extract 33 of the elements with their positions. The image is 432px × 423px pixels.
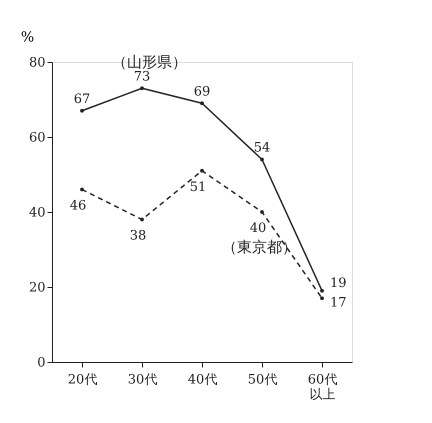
point [320,288,324,293]
data-label: 17 [330,295,347,310]
y-tick-label: 20 [28,280,46,296]
point [140,86,144,90]
y-tick-label: 60 [28,130,46,146]
x-tick-label: 30代 [128,372,158,388]
data-label: 40 [250,221,266,236]
data-label: 51 [190,180,206,195]
point [80,108,84,113]
data-label: 73 [134,69,150,84]
point [200,168,204,173]
series-label: （山形県） [112,53,187,71]
point [260,210,264,214]
y-axis-title: % [20,30,34,46]
point [200,101,204,106]
point [320,296,324,300]
y-tick-label: 40 [28,206,46,220]
x-tick-label: 60代以上 [308,372,338,402]
x-tick-label: 20代 [68,372,98,388]
data-label: 67 [74,92,90,107]
y-tick-label: 80 [28,56,46,70]
data-label: 69 [194,84,210,100]
series-label: （東京都） [222,238,297,256]
x-tick-label: 50代 [248,372,278,388]
x-tick-label: 40代 [188,372,218,388]
data-label: 38 [130,228,146,244]
data-label: 54 [254,140,270,156]
point [80,188,84,192]
y-tick-label: 0 [37,356,46,370]
data-label: 46 [70,198,86,214]
point [140,218,144,222]
point [260,158,264,162]
data-label: 19 [330,276,347,291]
